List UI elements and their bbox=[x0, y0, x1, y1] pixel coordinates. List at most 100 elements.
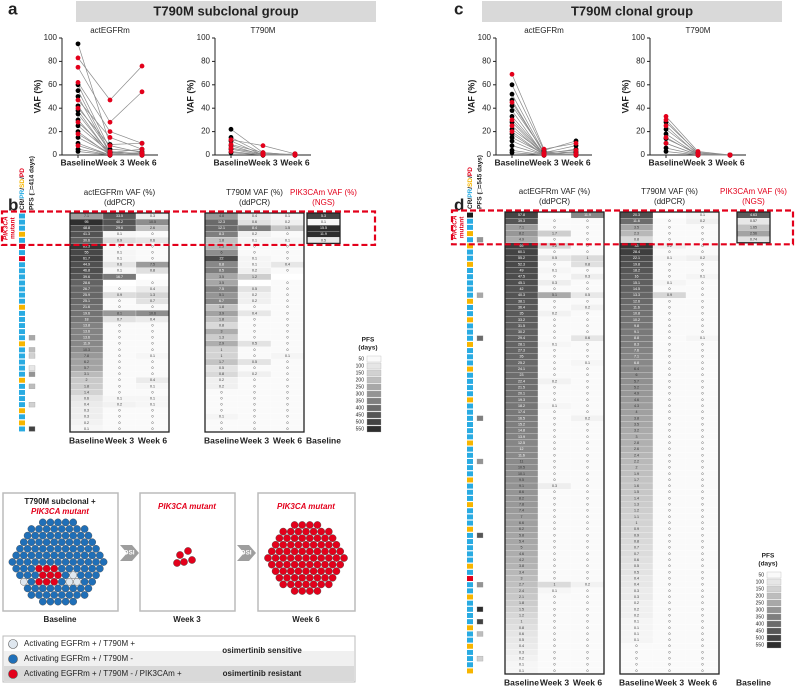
cell-dot bbox=[61, 545, 70, 553]
point bbox=[139, 63, 145, 69]
column-label: Week 3 bbox=[105, 435, 134, 445]
column-label: Baseline bbox=[736, 677, 771, 687]
response-legend-item: CR bbox=[19, 200, 26, 210]
cell-dot bbox=[84, 545, 93, 553]
cell-value: 0 bbox=[702, 404, 704, 408]
cell-value: 6.8 bbox=[634, 361, 639, 365]
cell-dot bbox=[313, 534, 322, 543]
point bbox=[75, 94, 81, 99]
cell-value: 0.6 bbox=[117, 263, 122, 267]
cell-value: 0 bbox=[669, 552, 671, 556]
y-tick-label: 0 bbox=[206, 150, 211, 159]
group-frame bbox=[306, 212, 341, 245]
group-frame bbox=[619, 211, 720, 675]
cell-value: 2.56 bbox=[750, 232, 757, 236]
cell-dot bbox=[69, 597, 77, 606]
cell-value: 13.9 bbox=[518, 435, 525, 439]
cell-dot bbox=[42, 538, 51, 547]
x-tick-label: Baseline bbox=[214, 157, 249, 167]
cell-value: 0 bbox=[669, 601, 671, 605]
response-bar bbox=[467, 298, 473, 304]
cell-value: 0 bbox=[702, 281, 704, 285]
cell-value: 0 bbox=[554, 613, 556, 617]
cell-value: 1.3 bbox=[634, 503, 639, 507]
cell-dot bbox=[290, 560, 299, 569]
cell-dot bbox=[294, 567, 303, 576]
cell-value: 0 bbox=[119, 427, 121, 431]
cell-value: 2.6 bbox=[634, 447, 639, 451]
pfs-scale-label: 500 bbox=[356, 419, 365, 425]
pfs-scale-swatch bbox=[366, 397, 382, 405]
cell-value: 0 bbox=[287, 342, 289, 346]
cell-value: 4.3 bbox=[634, 404, 639, 408]
cell-value: 3 bbox=[521, 576, 523, 580]
pfs-scale-label: 500 bbox=[756, 635, 765, 641]
cell-value: 0 bbox=[554, 324, 556, 328]
cell-value: 0 bbox=[669, 232, 671, 236]
response-bar bbox=[467, 557, 473, 563]
pfs-scale-swatch bbox=[766, 627, 782, 635]
header-box bbox=[482, 1, 782, 22]
cell-value: 0 bbox=[702, 657, 704, 661]
cell-value: 0 bbox=[669, 613, 671, 617]
separator: / bbox=[467, 187, 474, 189]
point bbox=[663, 123, 669, 129]
response-bar bbox=[19, 262, 25, 268]
cell-dot bbox=[61, 518, 70, 527]
cell-value: 20.1 bbox=[518, 392, 525, 396]
cell-dot bbox=[80, 578, 89, 586]
point bbox=[107, 97, 113, 103]
cell-value: 0 bbox=[636, 663, 638, 667]
cell-value: 0.2 bbox=[252, 269, 257, 273]
cell-dot bbox=[279, 580, 288, 589]
diagram-text: T790M subclonal + bbox=[24, 497, 96, 506]
cell-dot bbox=[42, 551, 51, 560]
cell-value: 1.5 bbox=[285, 226, 290, 230]
cell-value: 0 bbox=[669, 657, 671, 661]
response-bar bbox=[19, 365, 25, 371]
cell-value: 0 bbox=[287, 323, 289, 327]
pfs-scale-swatch bbox=[366, 369, 382, 377]
cell-value: 0 bbox=[287, 330, 289, 334]
group-title: T790M VAF (%) bbox=[641, 187, 698, 196]
cell-value: 30.6 bbox=[83, 238, 90, 242]
point bbox=[509, 108, 515, 113]
cell-value: 0 bbox=[554, 453, 556, 457]
pfs-bar bbox=[476, 292, 484, 298]
group-frame bbox=[736, 211, 771, 244]
point bbox=[139, 146, 145, 152]
cell-value: 22 bbox=[220, 257, 224, 261]
patient-line bbox=[77, 57, 143, 101]
cell-value: 2 bbox=[86, 378, 88, 382]
cell-value: 0 bbox=[587, 589, 589, 593]
cell-value: 0 bbox=[554, 515, 556, 519]
cell-value: 0 bbox=[702, 595, 704, 599]
cell-value: 1.8 bbox=[84, 384, 89, 388]
cell-value: 0 bbox=[119, 409, 121, 413]
pfs-scale-swatch bbox=[766, 613, 782, 621]
cell-value: 0.2 bbox=[634, 607, 639, 611]
cell-dot bbox=[65, 525, 74, 533]
cell-value: 0 bbox=[587, 318, 589, 322]
cell-value: 0.4 bbox=[150, 378, 155, 382]
cell-value: 0 bbox=[669, 361, 671, 365]
cell-value: 0 bbox=[554, 318, 556, 322]
cell-value: 19.6 bbox=[83, 311, 90, 315]
cell-value: 0 bbox=[554, 644, 556, 648]
cell-dot bbox=[39, 597, 47, 606]
point bbox=[541, 146, 547, 152]
cell-value: 0.2 bbox=[285, 220, 290, 224]
cell-value: 0 bbox=[587, 342, 589, 346]
cell-value: 22.1 bbox=[633, 256, 640, 260]
pfs-scale-label: 250 bbox=[756, 600, 765, 606]
cell-value: 0 bbox=[587, 398, 589, 402]
pfs-bar bbox=[476, 335, 484, 341]
cell-value: 0 bbox=[221, 421, 223, 425]
cell-value: 0 bbox=[152, 415, 154, 419]
cell-value: 0 bbox=[554, 540, 556, 544]
cell-dot bbox=[73, 564, 81, 573]
cell-value: 0 bbox=[554, 496, 556, 500]
cell-value: 0 bbox=[702, 441, 704, 445]
cell-dot bbox=[54, 531, 62, 540]
cell-dot bbox=[23, 584, 32, 593]
